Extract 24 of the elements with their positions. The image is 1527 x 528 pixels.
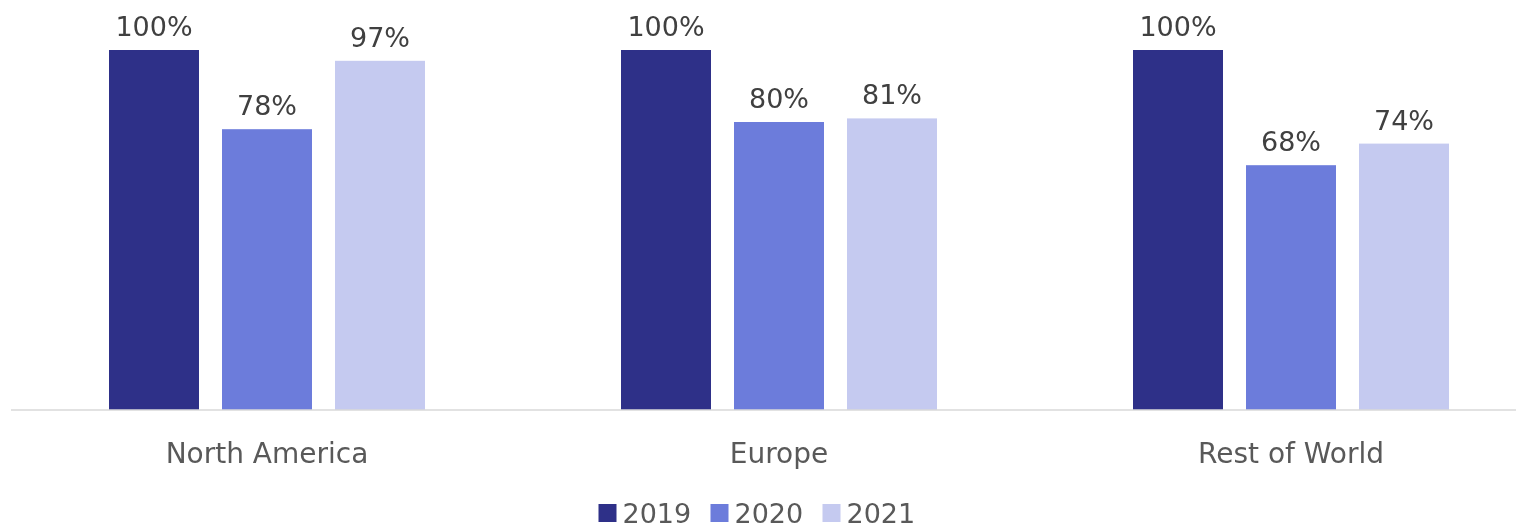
- data-label: 100%: [115, 11, 193, 42]
- bar: [335, 60, 425, 410]
- data-label: 78%: [236, 90, 298, 122]
- data-label: 74%: [1373, 104, 1435, 136]
- data-label: 100%: [627, 11, 705, 42]
- legend-label: 2021: [846, 498, 916, 528]
- data-label: 68%: [1260, 126, 1322, 158]
- bar: [109, 50, 199, 410]
- x-tick-label: Rest of World: [1197, 437, 1385, 470]
- bar: [1246, 165, 1336, 410]
- bar: [1359, 143, 1449, 410]
- bar: [222, 129, 312, 410]
- bar: [734, 122, 824, 410]
- x-tick-label: Europe: [729, 437, 829, 470]
- legend-label: 2020: [734, 498, 804, 528]
- data-label: 100%: [1139, 11, 1217, 42]
- legend-label: 2019: [622, 498, 692, 528]
- bar: [1133, 50, 1223, 410]
- data-label: 81%: [861, 79, 923, 111]
- bar: [847, 118, 937, 410]
- bar: [621, 50, 711, 410]
- x-tick-label: North America: [165, 437, 369, 470]
- data-label: 80%: [748, 83, 810, 114]
- data-label: 97%: [349, 21, 411, 53]
